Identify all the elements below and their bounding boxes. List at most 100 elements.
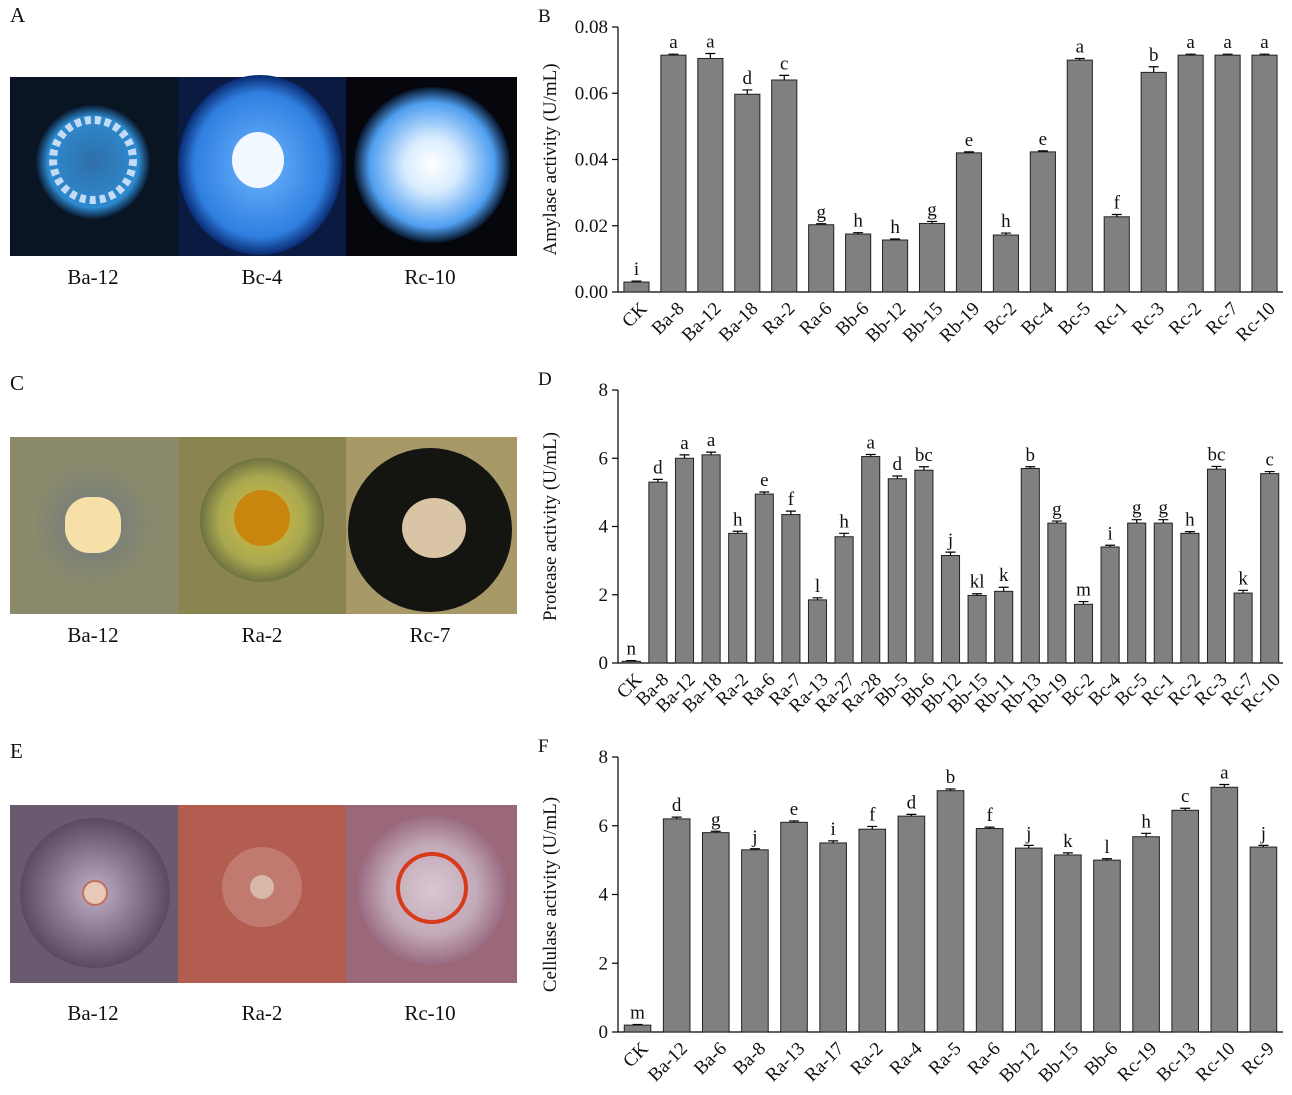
significance-letter: h bbox=[733, 509, 743, 530]
bar bbox=[741, 849, 769, 1033]
significance-letter: a bbox=[1076, 36, 1085, 57]
bar bbox=[781, 514, 801, 664]
significance-letter: e bbox=[965, 130, 973, 151]
y-tick-label: 4 bbox=[599, 885, 609, 906]
error-bar bbox=[945, 551, 956, 556]
error-bar bbox=[906, 813, 917, 817]
significance-letter: f bbox=[1114, 192, 1121, 213]
significance-letter: l bbox=[815, 576, 820, 597]
y-axis-title: Cellulase activity (U/mL) bbox=[540, 797, 561, 992]
significance-letter: n bbox=[627, 639, 637, 660]
x-tick-label: Bb-12 bbox=[862, 298, 910, 346]
significance-letter: g bbox=[1132, 498, 1142, 519]
x-tick-label: Ba-18 bbox=[715, 298, 763, 346]
bar bbox=[918, 222, 946, 293]
bar bbox=[1103, 216, 1130, 293]
bar bbox=[662, 818, 691, 1033]
error-bar bbox=[626, 660, 637, 662]
bar bbox=[897, 815, 926, 1033]
error-bar bbox=[892, 475, 903, 479]
error-bar bbox=[1074, 57, 1085, 61]
bar bbox=[734, 93, 761, 293]
x-tick-label: Rc-10 bbox=[1232, 298, 1280, 346]
significance-letter: e bbox=[1039, 129, 1047, 150]
x-tick-label: Ra-17 bbox=[801, 1038, 849, 1086]
significance-letter: c bbox=[1181, 786, 1189, 807]
bar bbox=[808, 224, 835, 293]
significance-letter: h bbox=[1185, 510, 1195, 531]
x-tick-label: Ra-4 bbox=[886, 1038, 927, 1079]
significance-letter: g bbox=[927, 199, 937, 220]
error-bar bbox=[759, 491, 770, 495]
significance-letter: a bbox=[707, 430, 716, 451]
error-bar bbox=[839, 532, 850, 537]
significance-letter: h bbox=[1141, 811, 1151, 832]
significance-letter: kl bbox=[970, 572, 985, 593]
bar bbox=[1054, 854, 1082, 1033]
error-bar bbox=[1148, 66, 1159, 73]
bar bbox=[1180, 532, 1200, 664]
photo-e bbox=[10, 805, 517, 983]
photo-caption: Ra-2 bbox=[242, 1001, 283, 1025]
photo-a bbox=[10, 75, 517, 256]
significance-letter: a bbox=[1220, 763, 1229, 784]
significance-letter: e bbox=[760, 470, 768, 491]
error-bar bbox=[1180, 807, 1191, 811]
bar bbox=[623, 1024, 652, 1033]
y-tick-label: 6 bbox=[599, 816, 609, 837]
error-bar bbox=[631, 280, 642, 283]
error-bar bbox=[706, 451, 717, 455]
significance-letter: a bbox=[669, 32, 678, 53]
significance-letter: i bbox=[1107, 523, 1112, 544]
significance-letter: j bbox=[751, 827, 757, 848]
error-bar bbox=[918, 466, 929, 471]
bar bbox=[1249, 846, 1278, 1033]
bar bbox=[701, 454, 721, 664]
error-bar bbox=[1264, 470, 1275, 474]
x-tick-label: Rc-9 bbox=[1238, 1038, 1279, 1079]
significance-letter: h bbox=[853, 211, 863, 232]
error-bar bbox=[710, 830, 721, 833]
significance-letter: h bbox=[839, 511, 849, 532]
significance-letter: d bbox=[653, 457, 663, 478]
x-tick-label: Bc-5 bbox=[1054, 298, 1095, 339]
error-bar bbox=[789, 820, 800, 823]
bar bbox=[1210, 786, 1239, 1033]
error-bar bbox=[1219, 783, 1230, 788]
y-axis-title: Amylase activity (U/mL) bbox=[540, 63, 561, 255]
significance-letter: l bbox=[1104, 837, 1109, 858]
significance-letter: g bbox=[1159, 498, 1169, 519]
photo-caption: Ba-12 bbox=[67, 265, 118, 289]
significance-letter: d bbox=[672, 795, 682, 816]
bar bbox=[1127, 522, 1147, 664]
error-bar bbox=[652, 478, 663, 483]
y-tick-label: 2 bbox=[599, 953, 609, 974]
x-tick-label: Ra-2 bbox=[758, 298, 799, 339]
bar bbox=[1020, 467, 1040, 664]
panel-letter: F bbox=[538, 736, 549, 757]
bar bbox=[648, 481, 668, 664]
error-bar bbox=[1025, 466, 1036, 469]
y-tick-label: 4 bbox=[599, 517, 609, 538]
bar bbox=[728, 532, 748, 664]
error-bar bbox=[890, 238, 901, 240]
photo-c bbox=[10, 437, 517, 614]
x-tick-label: Bb-12 bbox=[995, 1038, 1043, 1086]
x-tick-label: Rc-1 bbox=[1091, 298, 1132, 339]
error-bar bbox=[1211, 465, 1222, 470]
photo-caption: Ba-12 bbox=[67, 623, 118, 647]
significance-letter: j bbox=[1025, 823, 1031, 844]
bar bbox=[887, 478, 907, 664]
x-tick-label: Rb-19 bbox=[936, 298, 984, 346]
error-bar bbox=[945, 788, 956, 791]
error-bar bbox=[1105, 544, 1116, 547]
photo-caption: Rc-10 bbox=[404, 1001, 455, 1025]
significance-letter: k bbox=[1063, 831, 1073, 852]
panel-letter: A bbox=[10, 3, 26, 27]
x-tick-label: Ra-5 bbox=[925, 1038, 966, 1079]
error-bar bbox=[732, 530, 743, 534]
x-tick-label: Ra-2 bbox=[846, 1038, 887, 1079]
significance-letter: b bbox=[1149, 45, 1159, 66]
y-tick-label: 0 bbox=[599, 653, 609, 674]
significance-letter: bc bbox=[915, 445, 933, 466]
